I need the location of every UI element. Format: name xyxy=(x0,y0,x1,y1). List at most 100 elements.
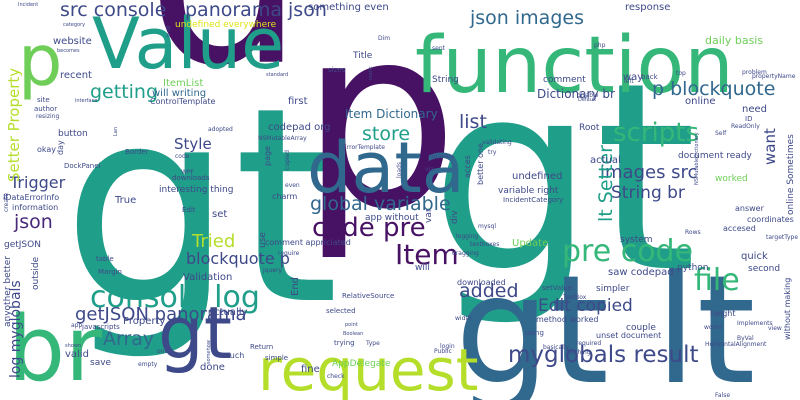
word-sent: sent xyxy=(432,45,446,52)
word-worked: worked xyxy=(715,174,748,184)
word-true: True xyxy=(114,195,136,206)
word-textbox: TextBox xyxy=(562,294,587,301)
word-response: response xyxy=(625,2,670,13)
word-way: way xyxy=(623,72,643,83)
word-website: website xyxy=(53,36,92,47)
word-data: data xyxy=(307,127,465,209)
word-textboxes: textboxes xyxy=(470,241,499,248)
word-height: height xyxy=(710,309,736,318)
word-even: even xyxy=(285,182,300,189)
word-table: table xyxy=(96,255,114,263)
word-getting: getting xyxy=(90,81,158,103)
word-daily-basis: daily basis xyxy=(705,34,763,47)
word-better-one: better one xyxy=(476,143,485,185)
word-dragging: dragging xyxy=(452,250,479,257)
word-incidentcategory: IncidentCategory xyxy=(503,196,563,204)
word-appdelegate: AppDelegate xyxy=(332,359,391,369)
word-nsmutablearray: NSMutableArray xyxy=(258,135,307,142)
word-item-dictionary: Item Dictionary xyxy=(345,107,438,121)
word-fine: fine xyxy=(301,364,320,375)
word-added: added xyxy=(459,280,519,302)
word-dim: Dim xyxy=(378,35,390,42)
word-codepad-org: codepad org xyxy=(268,122,331,133)
word-trigger: Trigger xyxy=(9,173,66,192)
word-simpler: simpler xyxy=(596,284,630,294)
word-will: will xyxy=(415,263,430,273)
word-app-without: app without xyxy=(365,213,419,223)
word-disable: disable xyxy=(577,92,599,99)
word-saw-codepad: saw codepad xyxy=(608,267,674,278)
word-images-src: images src xyxy=(600,162,697,183)
word-left: left xyxy=(624,78,634,85)
word-title: Title xyxy=(352,51,373,61)
word-need: need xyxy=(742,104,767,115)
word-getjson: getJSON xyxy=(4,240,41,250)
word-answer: answer xyxy=(735,204,765,213)
word-app: app xyxy=(71,322,82,329)
word-p-top: p xyxy=(300,0,459,264)
word-resizing: resizing xyxy=(36,113,59,120)
word-outside: outside xyxy=(31,256,41,290)
word-empty: empty xyxy=(138,361,158,368)
word-global-variable: global variable xyxy=(310,193,451,215)
word-src-console: src console xyxy=(60,0,166,21)
word-set: set xyxy=(212,209,227,220)
word-login: login xyxy=(440,343,455,350)
word-somehow: somehow xyxy=(206,340,212,364)
word-item: Item xyxy=(395,238,459,271)
word-try: try xyxy=(488,149,497,156)
word-itemlist: ItemList xyxy=(163,78,203,89)
word-byval: ByVal xyxy=(737,335,754,342)
word-require: require xyxy=(278,250,300,257)
word-trying: trying xyxy=(334,339,355,347)
word-charm: charm xyxy=(272,192,298,201)
word-type: Type xyxy=(365,340,380,347)
word-variable-right: variable right xyxy=(498,186,559,196)
word-problem: problem xyxy=(742,69,767,76)
word-public: Public xyxy=(434,348,452,355)
word-site: site xyxy=(37,96,50,104)
word-validating: validating xyxy=(482,139,512,146)
word-online: online xyxy=(685,96,716,107)
word-comment: comment xyxy=(543,75,586,85)
word-downloaded: downloaded xyxy=(457,278,506,287)
word-root: Root xyxy=(579,123,600,133)
word-view: view xyxy=(768,325,782,332)
word-log-myglobals: log myglobals xyxy=(8,280,24,378)
word-gt-small: gt xyxy=(158,291,232,375)
word-gt-main: gt xyxy=(62,49,339,364)
word-code: code xyxy=(175,153,190,160)
word-errortemplate: ErrorTemplate xyxy=(343,144,385,151)
word-button: button xyxy=(58,129,88,139)
word-appears: appears xyxy=(430,153,454,160)
word-propertyname: propertyName xyxy=(752,73,796,80)
word-python: python xyxy=(677,263,708,273)
word-request: request xyxy=(258,336,478,400)
word-id: ID xyxy=(745,115,752,123)
word-incident: Incident xyxy=(18,2,38,8)
word-nsmutabledictionary: NSMutableDictionary xyxy=(694,132,700,185)
word-string: String xyxy=(432,75,459,85)
word-top: top xyxy=(676,70,686,77)
word-console-log: console log xyxy=(90,280,260,315)
word-getjson-panorama: getJSON panorama xyxy=(75,304,247,325)
word-gt-right: gt xyxy=(430,28,697,330)
word-category: category xyxy=(63,22,85,28)
word-online-sometimes: online Sometimes xyxy=(786,134,796,215)
word-gt-bottom-right: gt xyxy=(455,244,609,400)
word-dockpanel: DockPanel xyxy=(64,162,101,170)
word-targettype: targetType xyxy=(766,234,798,241)
word-rows: Rows xyxy=(685,229,701,236)
word-p-bottom: p xyxy=(146,0,305,157)
word-undefined: undefined xyxy=(512,171,562,182)
word-end: End xyxy=(290,277,301,296)
word-will-writing: will writing xyxy=(152,88,206,99)
word-standard: standard xyxy=(266,72,288,78)
word-list: list xyxy=(459,111,487,133)
word-code-pre: code pre xyxy=(312,213,426,243)
word-controltemplate: ControlTemplate xyxy=(150,97,216,106)
word-undefined-everywhere: undefined everywhere xyxy=(175,20,277,30)
word-check: check xyxy=(327,373,345,380)
word-style: Style xyxy=(174,135,212,153)
